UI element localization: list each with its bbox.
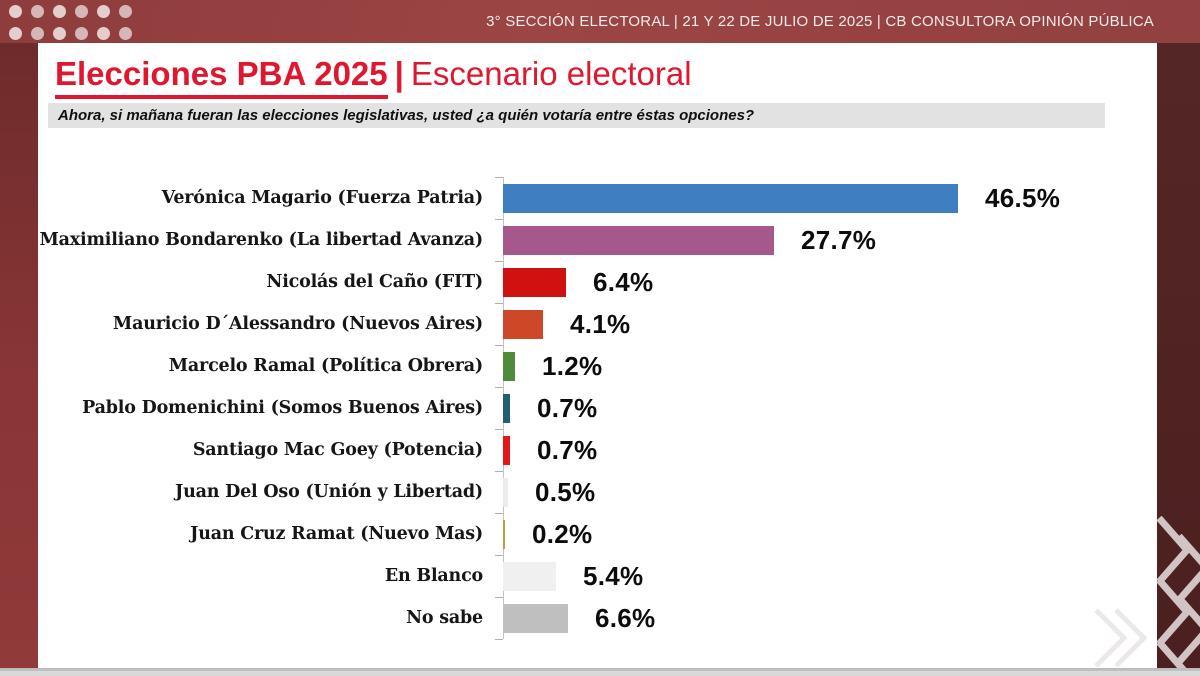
bar xyxy=(503,267,566,297)
survey-question: Ahora, si mañana fueran las elecciones l… xyxy=(48,103,1105,128)
left-frame-strip xyxy=(0,43,38,668)
bar-zone: 6.4% xyxy=(495,261,653,303)
bar-label: No sabe xyxy=(406,608,483,628)
bar-label: Santiago Mac Goey (Potencia) xyxy=(192,440,483,460)
chart-rows: Verónica Magario (Fuerza Patria) 46.5% Max… xyxy=(38,177,1060,639)
bar-zone: 4.1% xyxy=(495,303,630,345)
bar-label: Nicolás del Caño (FIT) xyxy=(266,272,483,292)
dot-icon xyxy=(53,5,66,18)
chevron-pattern xyxy=(1157,516,1200,668)
chart-row: Pablo Domenichini (Somos Buenos Aires) 0.… xyxy=(38,387,1060,429)
axis-tick xyxy=(495,345,503,346)
bar-value-label: 6.4% xyxy=(593,266,654,297)
bar xyxy=(503,183,958,213)
dot-icon xyxy=(9,27,22,40)
axis-tick xyxy=(495,471,503,472)
dot-icon xyxy=(53,27,66,40)
bar-value-label: 46.5% xyxy=(985,182,1061,213)
bar-zone: 0.7% xyxy=(495,429,597,471)
poll-bar-chart: Verónica Magario (Fuerza Patria) 46.5% Max… xyxy=(38,177,1157,640)
axis-tick xyxy=(495,261,503,262)
axis-tick xyxy=(495,303,503,304)
bar-label: Verónica Magario (Fuerza Patria) xyxy=(161,188,484,208)
chart-row: Nicolás del Caño (FIT) 6.4% xyxy=(38,261,1060,303)
bar-zone: 5.4% xyxy=(495,555,643,597)
bar-zone: 0.2% xyxy=(495,513,592,555)
bar-zone: 1.2% xyxy=(495,345,602,387)
page-title: Elecciones PBA 2025 | Escenario electoral xyxy=(55,55,692,99)
bar-value-label: 0.5% xyxy=(535,476,596,507)
bar-value-label: 4.1% xyxy=(570,308,631,339)
dot-icon xyxy=(119,27,132,40)
bar-label: Mauricio D´Alessandro (Nuevos Aires) xyxy=(112,314,483,334)
axis-tick xyxy=(495,429,503,430)
chart-row: Marcelo Ramal (Política Obrera) 1.2% xyxy=(38,345,1060,387)
dot-icon xyxy=(75,5,88,18)
bar-label: Pablo Domenichini (Somos Buenos Aires) xyxy=(82,398,483,418)
axis-tick xyxy=(495,387,503,388)
bar xyxy=(503,603,568,633)
bar-zone: 46.5% xyxy=(495,177,1060,219)
bar-value-label: 0.2% xyxy=(532,518,593,549)
bar xyxy=(503,477,508,507)
bar-label: Marcelo Ramal (Política Obrera) xyxy=(168,356,483,376)
chart-row: Mauricio D´Alessandro (Nuevos Aires) 4.1% xyxy=(38,303,1060,345)
bar-label: En Blanco xyxy=(384,566,483,586)
dot-icon xyxy=(75,27,88,40)
chart-row: Verónica Magario (Fuerza Patria) 46.5% xyxy=(38,177,1060,219)
bar-zone: 0.5% xyxy=(495,471,595,513)
title-separator: | xyxy=(394,55,404,92)
chart-row: En Blanco 5.4% xyxy=(38,555,1060,597)
bar-value-label: 0.7% xyxy=(537,434,598,465)
bar-zone: 6.6% xyxy=(495,597,655,639)
bar xyxy=(503,519,505,549)
title-subtitle: Escenario electoral xyxy=(410,55,692,92)
axis-tick xyxy=(495,597,503,598)
bar-value-label: 5.4% xyxy=(583,560,644,591)
bar xyxy=(503,225,774,255)
bar-zone: 27.7% xyxy=(495,219,876,261)
dot-icon xyxy=(97,5,110,18)
dot-icon xyxy=(9,5,22,18)
bar xyxy=(503,309,543,339)
axis-tick xyxy=(495,513,503,514)
bar-value-label: 6.6% xyxy=(595,602,656,633)
bar-value-label: 0.7% xyxy=(537,392,598,423)
chart-row: Juan Del Oso (Unión y Libertad) 0.5% xyxy=(38,471,1060,513)
dot-icon xyxy=(119,5,132,18)
chart-row: Juan Cruz Ramat (Nuevo Mas) 0.2% xyxy=(38,513,1060,555)
chart-row: No sabe 6.6% xyxy=(38,597,1060,639)
dot-icon xyxy=(31,27,44,40)
bar xyxy=(503,435,510,465)
bar-label: Juan Del Oso (Unión y Libertad) xyxy=(174,482,483,502)
bottom-gray-strip xyxy=(0,668,1200,676)
bar-value-label: 27.7% xyxy=(801,224,877,255)
header-bar: 3° SECCIÓN ELECTORAL | 21 Y 22 DE JULIO … xyxy=(0,0,1200,43)
bar-value-label: 1.2% xyxy=(542,350,603,381)
header-info-text: 3° SECCIÓN ELECTORAL | 21 Y 22 DE JULIO … xyxy=(486,13,1154,30)
axis-tick xyxy=(495,639,503,640)
dot-icon xyxy=(31,5,44,18)
axis-tick xyxy=(495,219,503,220)
decorative-dots xyxy=(9,5,132,40)
faint-chevron-icon xyxy=(1094,608,1148,668)
axis-tick xyxy=(495,555,503,556)
bar xyxy=(503,351,515,381)
chart-row: Maximiliano Bondarenko (La libertad Avan… xyxy=(38,219,1060,261)
chart-row: Santiago Mac Goey (Potencia) 0.7% xyxy=(38,429,1060,471)
bar xyxy=(503,561,556,591)
bar-label: Maximiliano Bondarenko (La libertad Avan… xyxy=(39,230,483,250)
axis-tick xyxy=(495,177,503,178)
bar-label: Juan Cruz Ramat (Nuevo Mas) xyxy=(190,524,483,544)
bar-zone: 0.7% xyxy=(495,387,597,429)
title-highlight: Elecciones PBA 2025 xyxy=(55,55,388,99)
right-frame-strip xyxy=(1157,43,1200,668)
bar xyxy=(503,393,510,423)
dot-icon xyxy=(97,27,110,40)
